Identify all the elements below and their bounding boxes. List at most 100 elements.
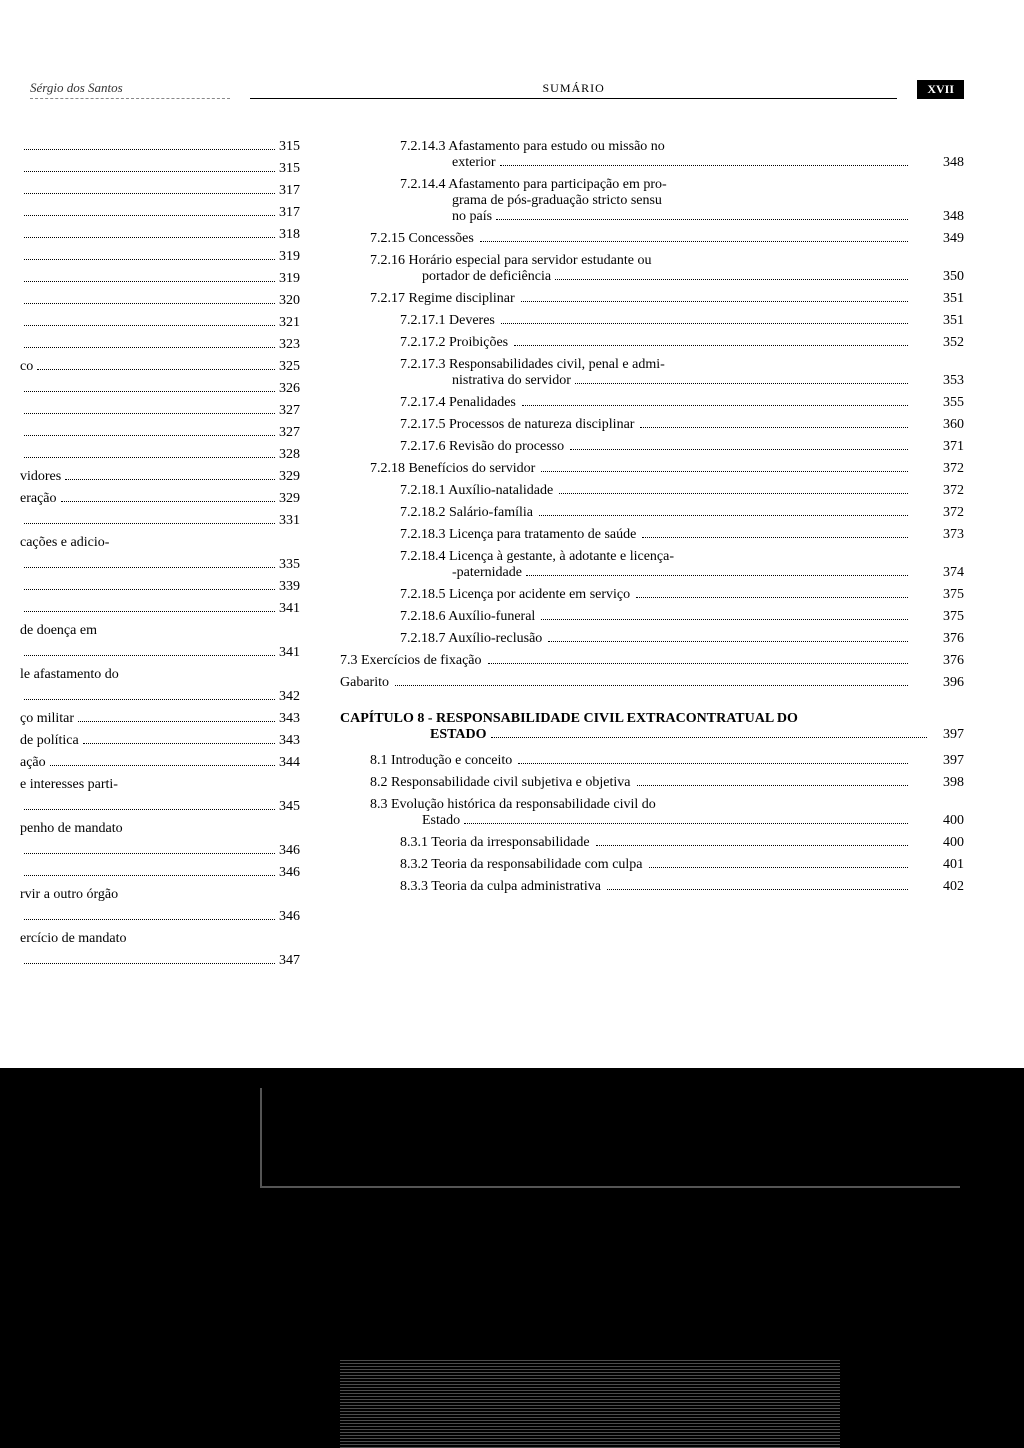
dotted-leader bbox=[65, 479, 275, 480]
toc-entry-right: 7.2.17.5 Processos de natureza disciplin… bbox=[340, 417, 964, 433]
dotted-leader bbox=[500, 165, 908, 166]
entry-text: 7.2.18.3 Licença para tratamento de saúd… bbox=[400, 527, 638, 543]
toc-entry-left: 315 bbox=[20, 161, 300, 177]
dotted-leader bbox=[61, 501, 275, 502]
entry-label: cações e adicio- bbox=[20, 535, 109, 551]
entry-page: 328 bbox=[279, 447, 300, 463]
dotted-leader bbox=[570, 449, 908, 450]
entry-page: 323 bbox=[279, 337, 300, 353]
entry-text-line2: portador de deficiência bbox=[422, 269, 551, 285]
toc-entry-right: 7.3 Exercícios de fixação 376 bbox=[340, 653, 964, 669]
entry-text-line1: 7.2.18.4 Licença à gestante, à adotante … bbox=[400, 549, 912, 565]
entry-page: 372 bbox=[924, 505, 964, 521]
entry-page: 317 bbox=[279, 205, 300, 221]
dotted-leader bbox=[501, 323, 908, 324]
toc-entry-right: 7.2.17.1 Deveres351 bbox=[340, 313, 964, 329]
dotted-leader bbox=[78, 721, 275, 722]
toc-entry-left: 319 bbox=[20, 271, 300, 287]
page-content: Sérgio dos Santos SUMÁRIO XVII 315315317… bbox=[0, 0, 1024, 975]
toc-entry-right: 8.1 Introdução e conceito397 bbox=[340, 753, 964, 769]
entry-text-line2: exterior bbox=[452, 155, 496, 171]
dotted-leader bbox=[24, 325, 275, 326]
dotted-leader bbox=[83, 743, 275, 744]
entry-page: 376 bbox=[924, 653, 964, 669]
entry-label: eração bbox=[20, 491, 57, 507]
dotted-leader bbox=[649, 867, 908, 868]
toc-entry-right: 7.2.14.3 Afastamento para estudo ou miss… bbox=[340, 139, 964, 171]
toc-entry-right: Gabarito396 bbox=[340, 675, 964, 691]
dotted-leader bbox=[541, 619, 908, 620]
left-column: 315315317317318319319320321323co32532632… bbox=[20, 139, 300, 975]
dotted-leader bbox=[24, 259, 275, 260]
dotted-leader bbox=[24, 215, 275, 216]
toc-entry-left: cações e adicio- bbox=[20, 535, 300, 551]
entry-page: 329 bbox=[279, 491, 300, 507]
dotted-leader bbox=[24, 655, 275, 656]
dotted-leader bbox=[526, 575, 908, 576]
entry-page: 360 bbox=[924, 417, 964, 433]
dotted-leader bbox=[24, 413, 275, 414]
toc-entry-left: 321 bbox=[20, 315, 300, 331]
dotted-leader bbox=[24, 347, 275, 348]
entry-page: 315 bbox=[279, 161, 300, 177]
toc-entry-left: 323 bbox=[20, 337, 300, 353]
toc-entry-right: 7.2.18 Benefícios do servidor372 bbox=[340, 461, 964, 477]
dotted-leader bbox=[24, 853, 275, 854]
entry-text: 7.2.18.6 Auxílio-funeral bbox=[400, 609, 537, 625]
entry-text-line1: 7.2.17.3 Responsabilidades civil, penal … bbox=[400, 357, 912, 373]
dotted-leader bbox=[24, 171, 275, 172]
toc-entry-right: 7.2.18.2 Salário-família372 bbox=[340, 505, 964, 521]
dotted-leader bbox=[24, 237, 275, 238]
toc-entry-left: 326 bbox=[20, 381, 300, 397]
dotted-leader bbox=[24, 303, 275, 304]
toc-entry-right: 7.2.17.4 Penalidades355 bbox=[340, 395, 964, 411]
toc-entry-left: 327 bbox=[20, 425, 300, 441]
toc-entry-left: 341 bbox=[20, 645, 300, 661]
toc-entry-left: 345 bbox=[20, 799, 300, 815]
entry-text-line2: -paternidade bbox=[452, 565, 522, 581]
dotted-leader bbox=[24, 149, 275, 150]
entry-page: 347 bbox=[279, 953, 300, 969]
toc-entry-left: 317 bbox=[20, 183, 300, 199]
entry-text: 7.2.18.7 Auxílio-reclusão bbox=[400, 631, 544, 647]
toc-entry-left: 335 bbox=[20, 557, 300, 573]
entry-text-line2: Estado bbox=[422, 813, 460, 829]
toc-entry-left: ercício de mandato bbox=[20, 931, 300, 947]
chapter-title-line1: CAPÍTULO 8 - RESPONSABILIDADE CIVIL EXTR… bbox=[340, 711, 964, 727]
toc-entry-left: de doença em bbox=[20, 623, 300, 639]
entry-text: 7.3 Exercícios de fixação bbox=[340, 653, 484, 669]
header-author: Sérgio dos Santos bbox=[30, 80, 230, 99]
entry-page: 400 bbox=[924, 835, 964, 851]
entry-text: 8.3.3 Teoria da culpa administrativa bbox=[400, 879, 603, 895]
toc-entry-right: 7.2.17.2 Proibições352 bbox=[340, 335, 964, 351]
entry-label: e interesses parti- bbox=[20, 777, 118, 793]
toc-entry-left: rvir a outro órgão bbox=[20, 887, 300, 903]
toc-entry-right: 7.2.17.3 Responsabilidades civil, penal … bbox=[340, 357, 964, 389]
dotted-leader bbox=[24, 919, 275, 920]
entry-page: 398 bbox=[924, 775, 964, 791]
entry-text-line2: grama de pós-graduação stricto sensu bbox=[400, 193, 912, 209]
entry-page: 327 bbox=[279, 403, 300, 419]
entry-page: 402 bbox=[924, 879, 964, 895]
dotted-leader bbox=[575, 383, 908, 384]
toc-entry-left: eração 329 bbox=[20, 491, 300, 507]
entry-text-line1: 7.2.16 Horário especial para servidor es… bbox=[370, 253, 912, 269]
toc-entry-left: 319 bbox=[20, 249, 300, 265]
entry-page: 331 bbox=[279, 513, 300, 529]
entry-label: ço militar bbox=[20, 711, 74, 727]
entry-page: 397 bbox=[924, 753, 964, 769]
toc-entry-right: 8.2 Responsabilidade civil subjetiva e o… bbox=[340, 775, 964, 791]
entry-label: vidores bbox=[20, 469, 61, 485]
dotted-leader bbox=[480, 241, 908, 242]
entry-page: 329 bbox=[279, 469, 300, 485]
entry-page: 372 bbox=[924, 461, 964, 477]
entry-page: 346 bbox=[279, 865, 300, 881]
entry-page: 327 bbox=[279, 425, 300, 441]
entry-text: 7.2.17 Regime disciplinar bbox=[370, 291, 517, 307]
dotted-leader bbox=[464, 823, 908, 824]
entry-label: co bbox=[20, 359, 33, 375]
toc-entry-left: penho de mandato bbox=[20, 821, 300, 837]
dotted-leader bbox=[488, 663, 909, 664]
entry-page: 325 bbox=[279, 359, 300, 375]
header-title: SUMÁRIO bbox=[250, 81, 897, 99]
